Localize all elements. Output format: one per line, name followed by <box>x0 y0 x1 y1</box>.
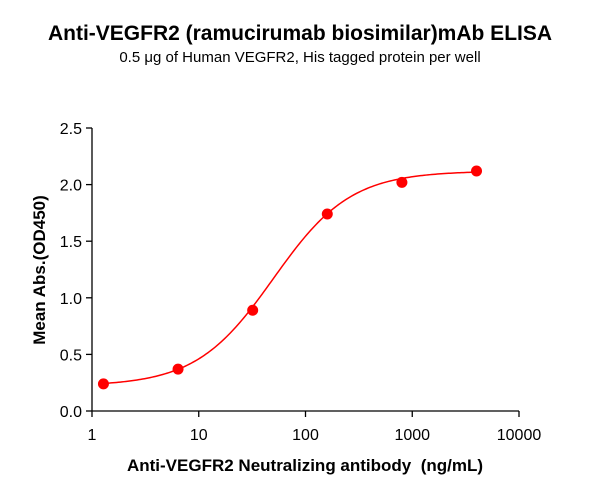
data-point <box>471 165 483 177</box>
y-tick-label: 0.0 <box>60 404 82 421</box>
data-point <box>172 363 184 375</box>
y-tick-label: 1.0 <box>60 291 82 308</box>
chart-title: Anti-VEGFR2 (ramucirumab biosimilar)mAb … <box>47 22 553 45</box>
x-tick-label: 100 <box>292 427 319 444</box>
data-point <box>247 304 259 316</box>
y-tick-label: 1.5 <box>60 234 82 251</box>
data-point <box>321 208 333 220</box>
chart-subtitle: 0.5 μg of Human VEGFR2, His tagged prote… <box>119 49 481 66</box>
x-axis-label: Anti-VEGFR2 Neutralizing antibody (ng/mL… <box>127 456 483 475</box>
y-tick-label: 2.0 <box>60 178 82 195</box>
x-tick-label: 1000 <box>394 427 430 444</box>
x-tick-label: 10 <box>190 427 208 444</box>
x-tick-label: 10000 <box>497 427 542 444</box>
fit-curve <box>103 171 477 385</box>
y-tick-label: 0.5 <box>60 347 82 364</box>
x-tick-label: 1 <box>88 427 97 444</box>
y-tick-label: 2.5 <box>60 121 82 138</box>
data-point <box>396 176 408 188</box>
data-point <box>97 378 109 390</box>
y-axis-label: Mean Abs.(OD450) <box>30 195 49 345</box>
